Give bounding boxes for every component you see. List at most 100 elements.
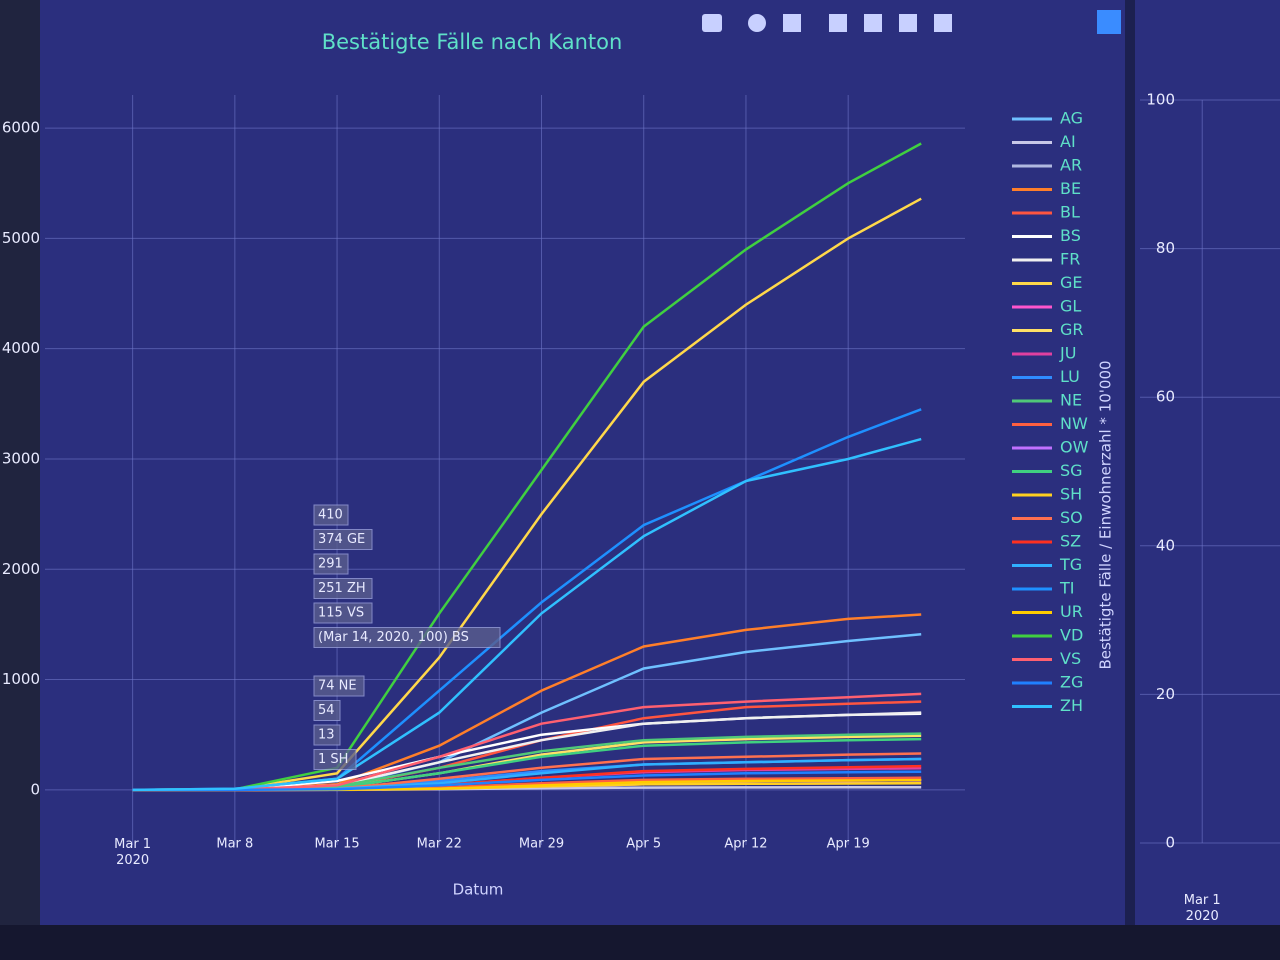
legend-item[interactable]: VS <box>1012 649 1081 668</box>
hover-label: 54 <box>318 703 335 718</box>
legend-label: GR <box>1060 320 1084 339</box>
legend-item[interactable]: BS <box>1012 226 1081 245</box>
legend-label: BE <box>1060 179 1081 198</box>
x-tick-label: Mar 1 2020 <box>1184 893 1221 924</box>
tool-pan[interactable] <box>783 14 801 32</box>
legend-label: UR <box>1060 602 1083 621</box>
x-tick-label: Mar 1 2020 <box>114 837 151 868</box>
y-axis-title: Bestätigte Fälle / Einwohnerzahl * 10'00… <box>1097 360 1115 669</box>
y-tick-label: 3000 <box>2 449 40 467</box>
legend-item[interactable]: AI <box>1012 132 1076 151</box>
bezel <box>0 0 40 930</box>
legend-item[interactable]: UR <box>1012 602 1083 621</box>
y-tick-label: 100 <box>1146 91 1175 109</box>
tool-autoscale[interactable] <box>899 14 917 32</box>
legend-item[interactable]: LU <box>1012 367 1080 386</box>
legend-item[interactable]: OW <box>1012 438 1089 457</box>
divider <box>1125 0 1135 930</box>
legend-label: SZ <box>1060 532 1081 551</box>
legend-item[interactable]: BE <box>1012 179 1081 198</box>
legend-label: GL <box>1060 297 1081 316</box>
x-tick-label: Mar 8 <box>216 837 253 852</box>
legend-item[interactable]: GR <box>1012 320 1084 339</box>
legend-label: VS <box>1060 649 1081 668</box>
legend-item[interactable]: ZG <box>1012 673 1083 692</box>
legend-item[interactable]: AG <box>1012 109 1083 128</box>
legend-item[interactable]: FR <box>1012 250 1080 269</box>
legend-item[interactable]: BL <box>1012 203 1080 222</box>
hover-label: 374 GE <box>318 532 365 547</box>
hover-label-box <box>313 627 501 648</box>
legend-label: NE <box>1060 391 1082 410</box>
x-tick-label: Mar 15 <box>314 837 359 852</box>
tool-reset[interactable] <box>934 14 952 32</box>
legend-label: LU <box>1060 367 1080 386</box>
legend-label: TG <box>1059 555 1082 574</box>
legend-item[interactable]: GE <box>1012 273 1083 292</box>
x-tick-label: Mar 22 <box>417 837 462 852</box>
hover-label-box <box>313 578 373 599</box>
y-tick-label: 1000 <box>2 670 40 688</box>
tool-zoom-in[interactable] <box>829 14 847 32</box>
y-tick-label: 40 <box>1156 536 1175 554</box>
legend-item[interactable]: AR <box>1012 156 1082 175</box>
legend-label: BS <box>1060 226 1081 245</box>
legend-label: AR <box>1060 156 1082 175</box>
series-line <box>132 437 922 792</box>
legend-item[interactable]: NE <box>1012 391 1082 410</box>
hover-label: (Mar 14, 2020, 100) BS <box>318 630 469 645</box>
legend-label: FR <box>1060 250 1080 269</box>
legend-label: NW <box>1060 414 1088 433</box>
hover-label-box <box>313 553 349 575</box>
hover-label-box <box>313 675 365 697</box>
x-axis-title: Datum <box>453 881 504 899</box>
legend-item[interactable]: SO <box>1012 508 1083 527</box>
hover-label-box <box>313 700 341 721</box>
hover-label-box <box>313 602 373 624</box>
hover-label-box <box>313 529 373 550</box>
x-tick-label: Apr 12 <box>724 837 767 852</box>
legend-item[interactable]: GL <box>1012 297 1081 316</box>
legend-item[interactable]: SG <box>1012 461 1083 480</box>
series-line <box>132 770 922 792</box>
y-tick-label: 0 <box>30 780 40 798</box>
chart-title: Bestätigte Fälle nach Kanton <box>322 30 623 54</box>
legend-label: GE <box>1060 273 1083 292</box>
legend-item[interactable]: SH <box>1012 485 1082 504</box>
x-tick-label: Apr 5 <box>626 837 661 852</box>
y-tick-label: 20 <box>1156 685 1175 703</box>
tool-zoom[interactable] <box>748 14 766 32</box>
legend-item[interactable]: TG <box>1012 555 1082 574</box>
legend-label: BL <box>1060 203 1080 222</box>
legend-label: TI <box>1059 579 1075 598</box>
y-tick-label: 4000 <box>2 339 40 357</box>
toolbar[interactable] <box>702 10 1121 34</box>
x-tick-label: Apr 19 <box>827 837 870 852</box>
hover-label-box <box>313 749 357 770</box>
tool-camera[interactable] <box>702 14 722 32</box>
tool-zoom-out[interactable] <box>864 14 882 32</box>
y-tick-label: 5000 <box>2 229 40 247</box>
hover-label: 115 VS <box>318 606 364 621</box>
hover-label: 251 ZH <box>318 581 366 596</box>
y-tick-label: 80 <box>1156 239 1175 257</box>
series-line <box>132 142 922 792</box>
legend-item[interactable]: NW <box>1012 414 1088 433</box>
legend-label: SO <box>1060 508 1083 527</box>
legend-item[interactable]: JU <box>1012 344 1076 363</box>
legend-item[interactable]: TI <box>1012 579 1075 598</box>
legend-item[interactable]: VD <box>1012 626 1083 645</box>
y-tick-label: 2000 <box>2 560 40 578</box>
x-tick-label: Mar 29 <box>519 837 564 852</box>
legend-label: VD <box>1060 626 1083 645</box>
legend-item[interactable]: ZH <box>1012 696 1083 715</box>
tool-plotly[interactable] <box>1097 10 1121 34</box>
legend-label: ZH <box>1060 696 1083 715</box>
y-tick-label: 0 <box>1165 834 1175 852</box>
hover-label-box <box>313 504 349 526</box>
legend-item[interactable]: SZ <box>1012 532 1081 551</box>
series-line <box>132 197 922 792</box>
hover-label: 1 SH <box>318 752 348 767</box>
